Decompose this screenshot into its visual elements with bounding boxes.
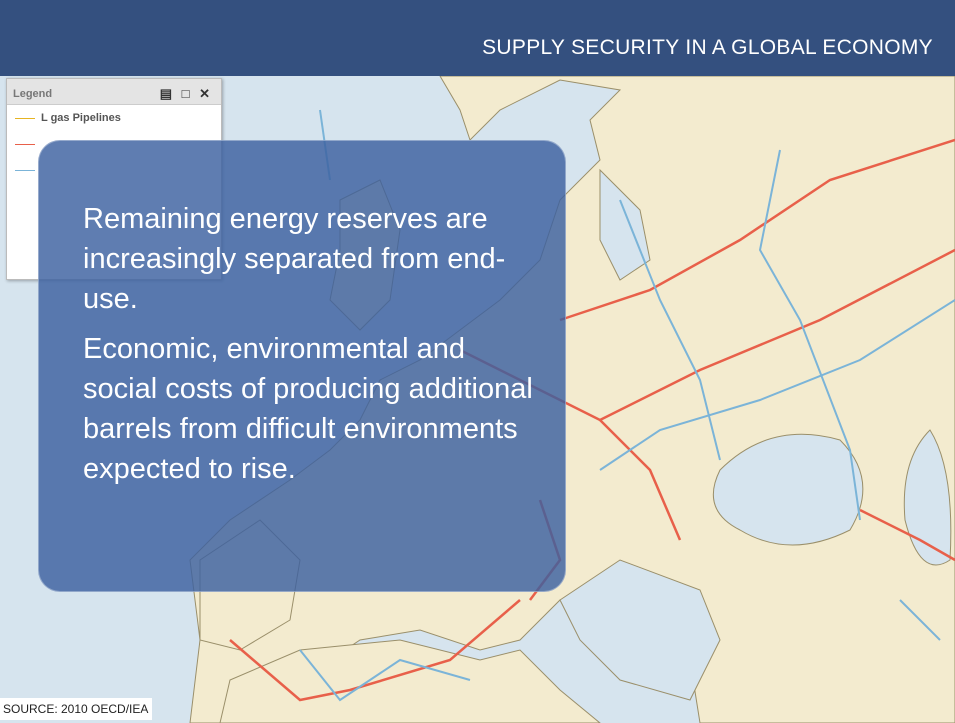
callout-box: Remaining energy reserves are increasing… [38,140,566,592]
slide-title: SUPPLY SECURITY IN A GLOBAL ECONOMY [482,36,933,60]
legend-swatch [15,144,35,145]
legend-swatch [15,118,35,119]
legend-item: L gas Pipelines [7,105,221,131]
slide: SUPPLY SECURITY IN A GLOBAL ECONOMY Lege… [0,0,955,723]
legend-title: Legend [13,88,52,100]
legend-label: L gas Pipelines [41,112,121,124]
source-note: SOURCE: 2010 OECD/IEA [0,698,152,720]
legend-header: Legend ▤ □ ✕ [7,79,221,105]
legend-window-controls[interactable]: ▤ □ ✕ [160,86,213,102]
callout-paragraph: Economic, environmental and social costs… [83,329,545,489]
header-bar: SUPPLY SECURITY IN A GLOBAL ECONOMY [0,0,955,76]
callout-paragraph: Remaining energy reserves are increasing… [83,199,545,319]
legend-swatch [15,170,35,171]
